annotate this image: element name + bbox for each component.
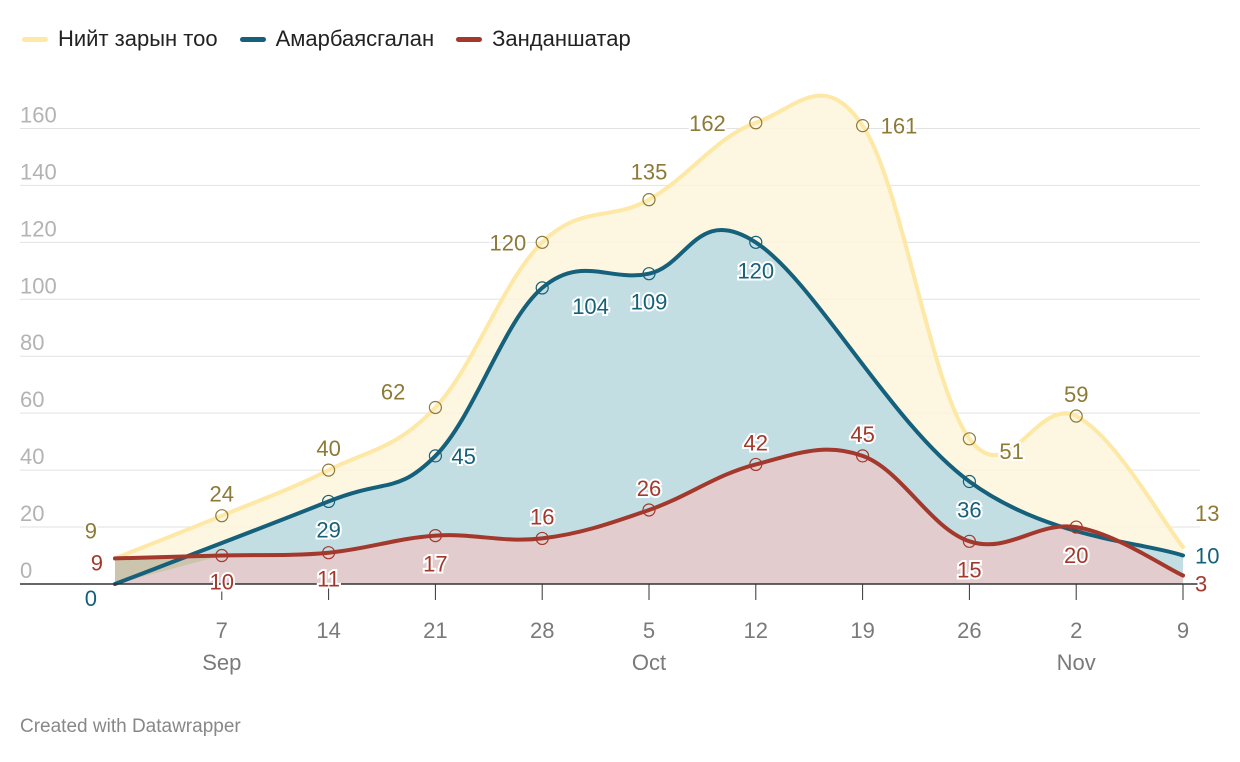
data-point: [428, 400, 442, 415]
data-point: [535, 281, 549, 295]
data-point: [962, 432, 977, 446]
data-point: [642, 193, 656, 207]
data-label: 59: [1064, 382, 1088, 407]
series-area: [115, 229, 1183, 585]
data-point: [1069, 520, 1083, 534]
data-label: 9: [85, 518, 97, 543]
data-point: [428, 528, 442, 543]
data-point: [428, 449, 442, 463]
legend-label: Нийт зарын тоо: [58, 26, 218, 51]
data-point: [322, 463, 336, 477]
data-point: [322, 546, 336, 560]
legend-label: Амарбаясгалан: [275, 26, 435, 51]
x-tick-label: 14: [316, 618, 340, 643]
data-point: [322, 494, 336, 509]
legend-swatch: [239, 36, 266, 42]
legend-swatch: [22, 36, 48, 42]
data-label: 20: [1064, 543, 1088, 568]
data-label: 26: [637, 476, 661, 501]
y-tick-label: 120: [20, 216, 57, 241]
series-line: [113, 93, 1185, 561]
series-area: [115, 449, 1183, 584]
data-label: 120: [489, 230, 526, 255]
data-label: 104: [572, 294, 609, 319]
x-tick-label: 28: [530, 618, 554, 643]
y-tick-label: 80: [20, 330, 44, 355]
y-tick-label: 40: [20, 444, 44, 469]
data-label: 120: [737, 258, 774, 283]
data-point: [642, 267, 656, 281]
data-label: 0: [85, 586, 97, 611]
legend-item[interactable]: Нийт зарын тоо: [22, 26, 218, 52]
y-tick-label: 20: [20, 501, 44, 526]
y-tick-label: 160: [20, 102, 57, 127]
data-label: 40: [316, 436, 340, 461]
y-tick-label: 0: [20, 558, 32, 583]
data-point: [749, 457, 763, 472]
data-label: 45: [850, 422, 874, 447]
x-tick-label: 2: [1070, 618, 1082, 643]
data-label: 29: [316, 517, 340, 542]
data-label: 36: [957, 498, 981, 523]
y-tick-label: 100: [20, 273, 57, 298]
data-point: [855, 119, 870, 133]
x-tick-label: 9: [1177, 618, 1189, 643]
series-line: [113, 228, 1185, 586]
y-tick-label: 140: [20, 159, 57, 184]
x-tick-label: 26: [957, 618, 981, 643]
x-month-label: Nov: [1057, 650, 1096, 675]
x-tick-label: 5: [643, 618, 655, 643]
data-point: [962, 474, 977, 489]
data-label: 16: [530, 504, 554, 529]
legend-item[interactable]: Занданшатар: [456, 26, 631, 52]
data-label: 9: [91, 550, 103, 575]
data-point: [215, 509, 229, 523]
credit-text[interactable]: Created with Datawrapper: [20, 716, 241, 737]
data-point: [215, 548, 229, 563]
overlap-shading: [115, 555, 222, 584]
data-point: [749, 116, 763, 130]
data-label: 24: [210, 482, 234, 507]
data-label: 109: [631, 290, 668, 315]
data-point: [749, 235, 763, 249]
data-label: 10: [1195, 544, 1219, 569]
y-tick-label: 60: [20, 387, 44, 412]
data-label: 135: [631, 160, 668, 185]
data-label: 42: [744, 430, 768, 455]
legend-label: Занданшатар: [492, 26, 631, 51]
data-label: 10: [210, 570, 234, 595]
legend-swatch: [456, 36, 483, 42]
x-tick-label: 19: [850, 618, 874, 643]
legend-item[interactable]: Амарбаясгалан: [239, 26, 435, 52]
x-tick-label: 21: [423, 618, 447, 643]
x-tick-label: 12: [744, 618, 768, 643]
data-point: [962, 534, 977, 548]
data-label: 3: [1195, 571, 1207, 596]
data-label: 162: [689, 111, 726, 136]
data-label: 161: [881, 114, 918, 139]
data-point: [1069, 409, 1083, 423]
data-point: [535, 531, 549, 546]
x-month-label: Oct: [632, 650, 666, 675]
data-point: [535, 235, 549, 249]
legend: Нийт зарын тоо Амарбаясгалан Занданшатар: [22, 24, 653, 54]
data-label: 51: [999, 439, 1023, 464]
data-label: 11: [317, 567, 340, 592]
data-point: [855, 449, 870, 463]
x-tick-label: 7: [216, 618, 228, 643]
data-label: 17: [423, 552, 447, 577]
data-label: 45: [451, 444, 475, 469]
data-label: 13: [1195, 501, 1219, 526]
data-label: 62: [381, 379, 405, 404]
data-label: 15: [957, 557, 981, 582]
data-point: [642, 503, 656, 517]
x-month-label: Sep: [202, 650, 241, 675]
